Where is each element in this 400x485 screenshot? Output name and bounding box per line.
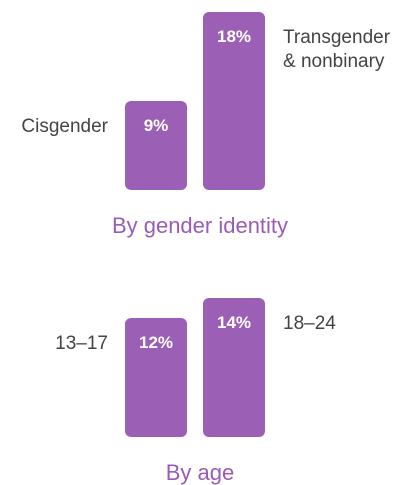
category-label: 13–17	[55, 333, 108, 355]
bar	[203, 11, 265, 190]
value-label: 12%	[138, 333, 174, 353]
chart-title: By age	[165, 460, 235, 485]
value-label: 14%	[216, 313, 252, 333]
value-label: 18%	[216, 26, 252, 46]
bar	[203, 298, 265, 437]
bar	[125, 318, 187, 437]
category-label: Transgender & nonbinary	[283, 26, 391, 72]
value-label: 9%	[143, 115, 169, 135]
chart-title: By gender identity	[111, 213, 289, 238]
bar	[125, 100, 187, 190]
category-label: 18–24	[283, 313, 336, 335]
category-label: Cisgender	[21, 115, 108, 137]
